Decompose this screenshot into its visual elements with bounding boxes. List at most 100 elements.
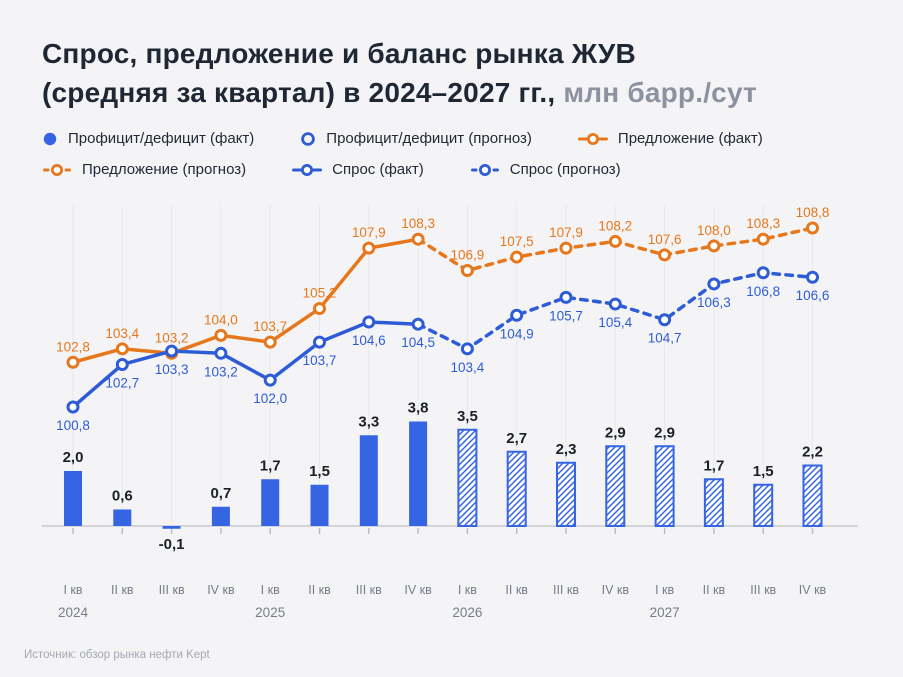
- legend-item: Предложение (факт): [577, 130, 763, 147]
- supply-line-point-marker: [313, 302, 326, 316]
- quarter-label: III кв: [159, 583, 185, 597]
- supply-value-label: 103,4: [105, 326, 139, 341]
- quarter-label: II кв: [308, 583, 331, 597]
- filled-circle-icon: [43, 132, 57, 145]
- bar-value-label: 2,7: [506, 430, 527, 447]
- legend-item: Спрос (факт): [292, 161, 424, 178]
- line-marker-icon: [292, 163, 323, 176]
- dashed-marker-icon: [43, 163, 71, 176]
- demand-value-label: 105,7: [549, 308, 583, 323]
- legend-row-2: Предложение (прогноз) Спрос (факт) Спрос (…: [42, 161, 903, 178]
- bar-value-label: -0,1: [159, 536, 185, 553]
- supply-value-label: 108,2: [598, 218, 632, 233]
- year-label: 2024: [58, 605, 89, 620]
- demand-value-label: 104,7: [648, 331, 682, 346]
- quarter-label: II кв: [111, 583, 134, 597]
- supply-line-point-marker: [806, 221, 819, 235]
- bar-value-label: 2,2: [802, 444, 823, 461]
- bar-fact: [113, 509, 132, 526]
- demand-value-label: 106,8: [746, 284, 780, 299]
- open-circle-icon: [301, 131, 316, 146]
- legend-row-1: Профицит/дефицит (факт) Профицит/дефицит …: [42, 130, 903, 147]
- supply-line-point-marker: [658, 248, 672, 262]
- demand-value-label: 102,7: [105, 375, 139, 390]
- page-header: Спрос, предложение и баланс рынка ЖУВ (с…: [0, 0, 903, 112]
- demand-value-label: 104,6: [352, 333, 386, 348]
- legend-item-label: Профицит/дефицит (факт): [68, 130, 255, 147]
- demand-line-point-marker: [756, 266, 770, 280]
- legend-item: Спрос (прогноз): [470, 161, 621, 178]
- demand-line-point-marker: [608, 297, 622, 311]
- bar-value-label: 2,3: [556, 441, 577, 458]
- bar-fact: [261, 479, 280, 526]
- supply-value-label: 107,9: [549, 225, 583, 240]
- demand-value-label: 104,5: [401, 335, 435, 350]
- bar-forecast: [654, 445, 675, 527]
- legend-item-label: Предложение (прогноз): [82, 161, 247, 178]
- balance-bars: 2,0 0,6 -0,1 0,7 1,7 1,5 3,3 3,8 3,5 2,7 2,3 2,9 2,9…: [63, 400, 823, 553]
- bar-value-label: 3,8: [408, 400, 429, 417]
- supply-line-point-marker: [263, 335, 277, 349]
- demand-line-fact-path: [71, 320, 420, 409]
- dashed-marker-icon: [470, 163, 499, 176]
- bar-value-label: 1,5: [753, 463, 774, 480]
- supply-line-point-marker: [411, 232, 425, 246]
- demand-value-label: 103,2: [204, 364, 238, 379]
- demand-line-point-marker: [559, 290, 573, 304]
- demand-line-point-marker: [707, 277, 721, 291]
- quarter-label: I кв: [458, 583, 477, 597]
- supply-line-point-marker: [362, 241, 376, 255]
- demand-line-point-marker: [165, 344, 179, 358]
- bar-forecast: [556, 461, 576, 527]
- demand-line-point-marker: [214, 346, 228, 360]
- supply-line-point-marker: [510, 250, 524, 264]
- demand-line-point-marker: [510, 308, 524, 322]
- demand-value-label: 106,3: [697, 295, 731, 310]
- supply-value-label: 107,9: [352, 225, 386, 240]
- title-unit: млн барр./сут: [563, 77, 757, 108]
- supply-value-label: 107,5: [500, 234, 534, 249]
- axis-ticks: [72, 528, 814, 534]
- legend-item-label: Спрос (прогноз): [509, 161, 621, 178]
- line-marker-icon: [577, 132, 608, 145]
- legend-item: Предложение (прогноз): [42, 161, 246, 178]
- supply-line: 102,8 103,4 103,2 104,0 103,7 105,2 107,9 108,3…: [56, 205, 829, 369]
- bar-fact: [409, 421, 428, 526]
- supply-line-point-marker: [608, 234, 622, 248]
- supply-line-point-marker: [460, 264, 474, 278]
- bar-value-label: 3,5: [457, 408, 478, 425]
- bar-value-label: 1,7: [260, 457, 281, 474]
- bar-forecast: [506, 450, 527, 527]
- quarter-label: IV кв: [207, 583, 235, 597]
- supply-value-label: 108,3: [401, 216, 435, 231]
- bar-value-label: 2,9: [654, 424, 675, 441]
- demand-line-forecast-path: [416, 271, 815, 351]
- supply-value-label: 106,9: [451, 248, 485, 263]
- legend-item-label: Профицит/дефицит (прогноз): [326, 130, 532, 147]
- quarter-label: IV кв: [602, 583, 630, 597]
- bar-value-label: 0,6: [112, 488, 133, 505]
- supply-line-point-marker: [214, 328, 228, 342]
- bar-fact: [64, 471, 82, 526]
- bar-forecast: [457, 428, 478, 527]
- quarter-label: IV кв: [404, 583, 432, 597]
- bar-forecast: [802, 464, 823, 527]
- chart-legend: Профицит/дефицит (факт) Профицит/дефицит …: [42, 130, 903, 178]
- supply-value-label: 108,3: [746, 216, 780, 231]
- supply-value-label: 103,7: [253, 319, 287, 334]
- demand-line-point-marker: [66, 400, 80, 414]
- bar-fact: [162, 526, 181, 529]
- bar-fact: [359, 435, 378, 526]
- supply-value-label: 108,0: [697, 223, 731, 238]
- demand-value-label: 106,6: [796, 288, 830, 303]
- demand-line-point-marker: [411, 317, 425, 331]
- page-title-line2: (средняя за квартал) в 2024–2027 гг., мл…: [42, 73, 861, 112]
- bar-forecast: [753, 483, 774, 527]
- bar-value-label: 2,0: [63, 449, 84, 466]
- demand-line-point-marker: [658, 313, 672, 327]
- bar-value-label: 2,9: [605, 424, 626, 441]
- supply-value-label: 102,8: [56, 339, 90, 354]
- title-text: (средняя за квартал) в 2024–2027 гг.,: [42, 77, 556, 108]
- bar-value-label: 1,7: [703, 457, 724, 474]
